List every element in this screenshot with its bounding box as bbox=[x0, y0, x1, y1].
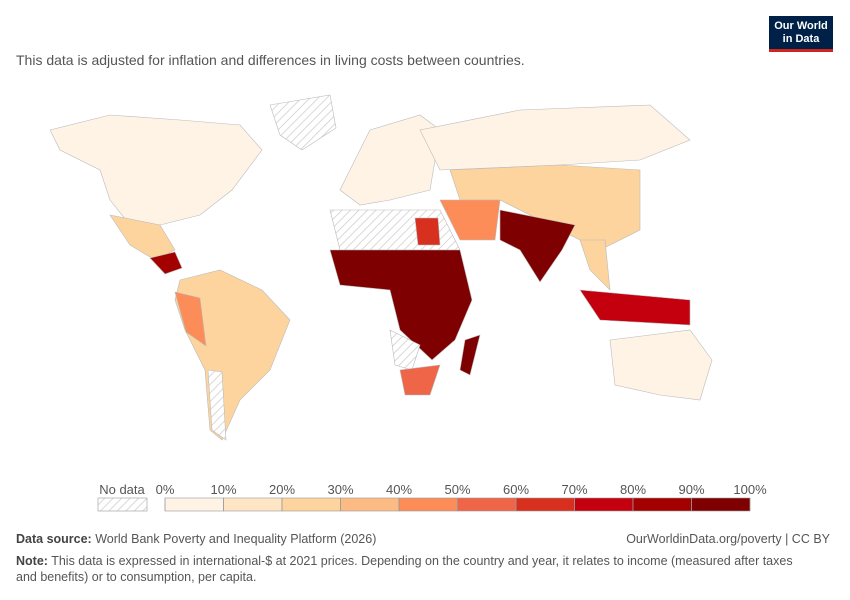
note-label: Note: bbox=[16, 554, 48, 568]
region[interactable] bbox=[439, 199, 501, 241]
legend-swatch bbox=[281, 497, 341, 512]
region[interactable] bbox=[459, 334, 481, 376]
legend-tick-label: 60% bbox=[503, 482, 529, 497]
legend-swatch bbox=[340, 497, 400, 512]
no-data-label: No data bbox=[99, 482, 145, 497]
legend-tick-label: 30% bbox=[327, 482, 353, 497]
region[interactable] bbox=[579, 239, 611, 291]
legend-tick-label: 100% bbox=[733, 482, 767, 497]
logo-line: in Data bbox=[782, 33, 820, 45]
logo-line: Our World bbox=[774, 20, 828, 32]
no-data-swatch bbox=[97, 497, 148, 512]
legend-tick-label: 70% bbox=[561, 482, 587, 497]
legend-tick-label: 20% bbox=[269, 482, 295, 497]
legend-tick-label: 0% bbox=[156, 482, 175, 497]
note-text: This data is expressed in international-… bbox=[16, 554, 793, 584]
region[interactable] bbox=[579, 289, 691, 326]
region[interactable] bbox=[419, 104, 691, 171]
region[interactable] bbox=[269, 94, 337, 151]
legend-tick-label: 90% bbox=[678, 482, 704, 497]
legend-tick-label: 40% bbox=[386, 482, 412, 497]
region[interactable] bbox=[399, 364, 441, 396]
legend-tick-label: 80% bbox=[620, 482, 646, 497]
legend-swatch bbox=[574, 497, 634, 512]
legend-swatch bbox=[515, 497, 575, 512]
region[interactable] bbox=[609, 329, 713, 401]
region[interactable] bbox=[339, 114, 441, 206]
region[interactable] bbox=[174, 291, 207, 347]
region[interactable] bbox=[414, 217, 441, 246]
note: Note: This data is expressed in internat… bbox=[16, 553, 816, 585]
source-text: World Bank Poverty and Inequality Platfo… bbox=[95, 532, 377, 546]
legend: No data 0% 10% 20% 30% 40% 50% 60% 70% 80% 90% 100… bbox=[97, 482, 767, 512]
subtitle: This data is adjusted for inflation and … bbox=[16, 52, 525, 68]
region[interactable] bbox=[329, 209, 461, 251]
legend-swatch bbox=[632, 497, 692, 512]
legend-tick-label: 10% bbox=[210, 482, 236, 497]
region[interactable] bbox=[174, 269, 291, 441]
source: Data source: World Bank Poverty and Ineq… bbox=[16, 532, 376, 546]
legend-swatch bbox=[457, 497, 517, 512]
region[interactable] bbox=[49, 114, 263, 226]
legend-swatch bbox=[164, 497, 224, 512]
legend-tick-label: 50% bbox=[444, 482, 470, 497]
region[interactable] bbox=[329, 249, 473, 361]
logo[interactable]: Our World in Data bbox=[769, 16, 833, 52]
legend-swatch bbox=[223, 497, 283, 512]
world-map bbox=[49, 94, 713, 441]
region[interactable] bbox=[149, 251, 183, 275]
legend-swatch bbox=[691, 497, 751, 512]
legend-swatch bbox=[398, 497, 458, 512]
source-label: Data source: bbox=[16, 532, 92, 546]
region[interactable] bbox=[207, 369, 227, 441]
link[interactable]: OurWorldinData.org/poverty | CC BY bbox=[626, 532, 830, 546]
region[interactable] bbox=[499, 209, 576, 283]
